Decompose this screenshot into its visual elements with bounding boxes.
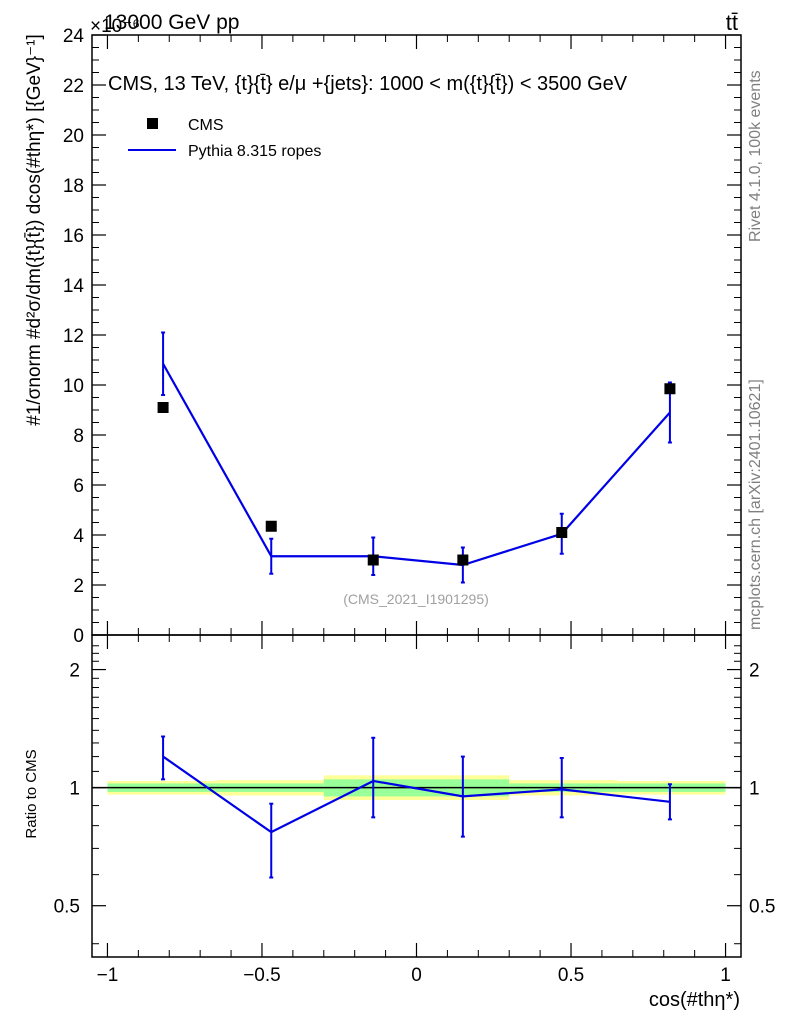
main-y-tick-label: 4 bbox=[73, 526, 84, 547]
main-y-tick-label: 24 bbox=[63, 26, 85, 47]
main-y-tick-label: 22 bbox=[63, 76, 84, 97]
cms-data-point bbox=[457, 554, 469, 566]
legend-cms-label: CMS bbox=[188, 117, 224, 134]
main-y-tick-label: 14 bbox=[63, 276, 85, 297]
main-y-tick-label: 8 bbox=[73, 426, 84, 447]
cms-data-point bbox=[157, 402, 169, 413]
x-tick-label: −0.5 bbox=[243, 965, 281, 986]
ratio-y-axis-ticks: 0.5 0.5 1 1 2 2 bbox=[54, 645, 775, 945]
main-y-tick-label: 20 bbox=[63, 126, 84, 147]
pythia-line bbox=[162, 363, 671, 567]
legend-cms-marker bbox=[147, 118, 158, 129]
ratio-y-tick-label-right: 0.5 bbox=[749, 897, 775, 918]
cms-data-point bbox=[265, 520, 277, 532]
header-process-label: tt̄ bbox=[726, 10, 738, 35]
ratio-plot-series bbox=[161, 735, 672, 879]
ratio-y-tick-label: 0.5 bbox=[54, 897, 80, 918]
main-y-tick-label: 18 bbox=[63, 176, 84, 197]
ratio-y-tick-label-right: 1 bbox=[749, 779, 760, 800]
analysis-watermark: (CMS_2021_I1901295) bbox=[343, 591, 489, 607]
main-y-tick-label: 2 bbox=[73, 576, 84, 597]
ratio-y-tick-label-right: 2 bbox=[749, 661, 760, 682]
ratio-line bbox=[162, 755, 671, 834]
rivet-version-label: Rivet 4.1.0, 100k events bbox=[747, 70, 764, 242]
legend: CMS Pythia 8.315 ropes bbox=[128, 117, 321, 160]
main-y-tick-label: 6 bbox=[73, 476, 84, 497]
x-tick-label: −1 bbox=[97, 965, 119, 986]
main-y-tick-label: 0 bbox=[73, 626, 84, 647]
x-axis-ticks: −1 −0.5 0 0.5 1 bbox=[97, 35, 731, 986]
mcplots-label: mcplots.cern.ch [arXiv:2401.10621] bbox=[747, 379, 764, 630]
ratio-uncertainty-bands bbox=[92, 775, 741, 801]
main-y-tick-label: 10 bbox=[63, 376, 84, 397]
cms-data-point bbox=[367, 554, 379, 566]
y-axis-exponent-label: ×10⁻⁶ bbox=[90, 16, 140, 37]
x-axis-label: cos(#thη*) bbox=[649, 989, 740, 1011]
plot-title: CMS, 13 TeV, {t}{t̄} e/μ +{jets}: 1000 <… bbox=[108, 73, 628, 95]
header-energy-label: 13000 GeV pp bbox=[104, 11, 239, 34]
cms-data-point bbox=[664, 383, 676, 395]
x-tick-label: 1 bbox=[720, 965, 731, 986]
ratio-y-tick-label: 1 bbox=[69, 779, 80, 800]
main-y-tick-label: 12 bbox=[63, 326, 84, 347]
main-y-axis-label: #1/σnorm #d²σ/dm({t}{t̄}) dcos(#thη*) [{… bbox=[24, 34, 45, 426]
x-tick-label: 0 bbox=[411, 965, 422, 986]
main-y-tick-label: 16 bbox=[63, 226, 84, 247]
legend-pythia-label: Pythia 8.315 ropes bbox=[188, 143, 321, 160]
ratio-y-axis-label: Ratio to CMS bbox=[23, 749, 40, 838]
x-tick-label: 0.5 bbox=[558, 965, 584, 986]
ratio-y-tick-label: 2 bbox=[69, 661, 80, 682]
main-plot-series bbox=[157, 331, 676, 584]
cms-data-point bbox=[556, 527, 568, 538]
